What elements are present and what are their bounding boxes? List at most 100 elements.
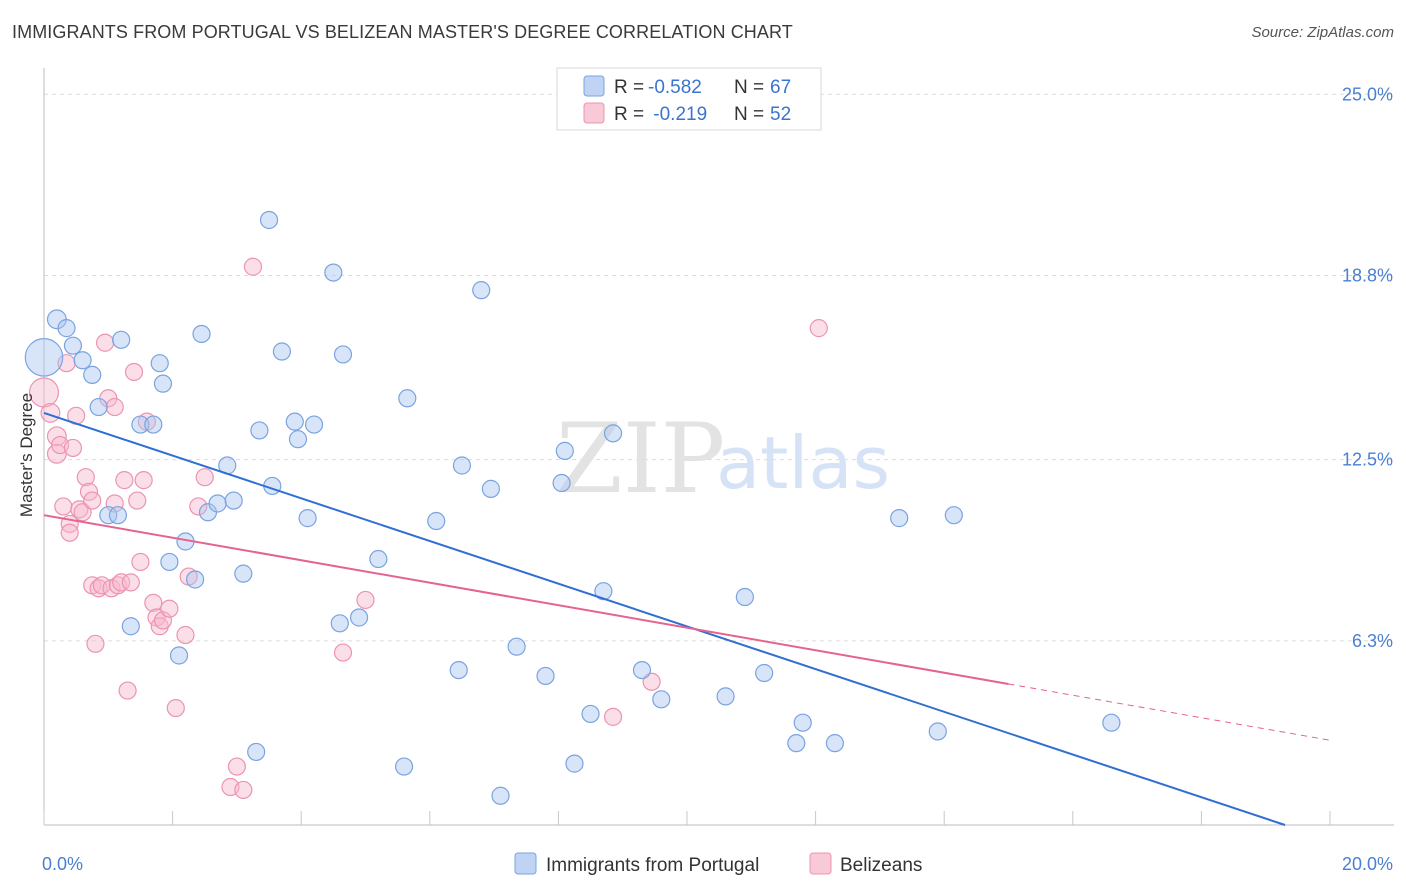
portugal-point	[1102, 713, 1121, 732]
belizean-point	[176, 625, 195, 645]
legend-r-label-1: R =	[614, 77, 644, 98]
portugal-point	[108, 506, 128, 525]
belizean-point	[76, 468, 95, 487]
legend-r-value-1: -0.582	[648, 77, 702, 98]
portugal-points	[24, 210, 1121, 805]
portugal-point	[825, 734, 844, 753]
portugal-point	[324, 263, 343, 282]
portugal-point	[247, 742, 266, 762]
portugal-point	[735, 587, 754, 607]
legend-swatch-pink	[583, 102, 605, 124]
portugal-point	[160, 552, 179, 572]
portugal-point	[298, 509, 317, 528]
legend-n-label-2: N =	[734, 104, 764, 125]
y-tick-label: 6.3%	[1352, 631, 1393, 651]
belizean-point	[134, 471, 153, 490]
x-tick-marks	[43, 811, 1331, 825]
portugal-point	[427, 511, 446, 531]
portugal-point	[169, 646, 189, 665]
belizean-point	[195, 468, 214, 487]
portugal-point	[398, 389, 417, 408]
series-swatch-portugal	[514, 852, 537, 875]
portugal-point	[186, 570, 205, 589]
portugal-point	[89, 397, 108, 417]
portugal-point	[452, 456, 472, 475]
portugal-point	[755, 663, 774, 683]
portugal-point	[481, 479, 500, 498]
belizean-point	[131, 552, 150, 572]
portugal-point	[787, 734, 806, 753]
belizean-point	[86, 634, 105, 653]
belizean-trend-line	[43, 514, 1009, 685]
series-legend: Immigrants from Portugal Belizeans	[514, 852, 922, 876]
portugal-point	[565, 754, 584, 773]
belizean-point	[63, 438, 83, 458]
belizean-point	[83, 491, 102, 510]
portugal-point	[928, 722, 947, 741]
belizean-point	[105, 494, 124, 513]
portugal-point	[944, 506, 963, 525]
portugal-point	[793, 713, 812, 732]
belizean-point	[166, 698, 185, 718]
y-tick-label: 18.8%	[1342, 266, 1393, 286]
x-tick-labels: 0.0% 20.0%	[42, 854, 1393, 874]
portugal-point	[24, 338, 64, 377]
portugal-point	[369, 549, 388, 569]
belizean-point	[121, 573, 140, 592]
belizean-point	[70, 500, 89, 519]
x-tick-label: 20.0%	[1342, 854, 1393, 874]
portugal-point	[581, 704, 600, 724]
belizean-point	[160, 599, 179, 618]
grid-lines	[44, 93, 1394, 642]
belizean-point	[54, 497, 73, 516]
portugal-point	[349, 608, 369, 627]
belizean-point	[189, 497, 208, 516]
portugal-point	[153, 374, 173, 393]
belizean-point	[124, 362, 144, 382]
portugal-point	[272, 342, 292, 361]
portugal-point	[507, 637, 526, 656]
belizean-point	[153, 611, 173, 630]
portugal-point	[890, 509, 909, 528]
portugal-point	[224, 491, 243, 510]
portugal-point	[285, 412, 304, 431]
portugal-point	[192, 324, 211, 344]
belizean-point	[642, 672, 661, 691]
belizean-point	[115, 471, 134, 490]
portugal-point	[716, 687, 735, 706]
regression-lines	[43, 411, 1331, 826]
belizean-point	[243, 257, 263, 276]
watermark-atlas: atlas	[716, 421, 890, 505]
legend-n-value-1: 67	[770, 77, 791, 98]
portugal-point	[208, 494, 227, 513]
portugal-point	[83, 365, 102, 384]
belizean-point	[603, 707, 623, 726]
belizeans-points	[28, 257, 828, 800]
axes	[43, 68, 1394, 826]
belizean-point	[40, 402, 61, 423]
portugal-point	[536, 666, 555, 686]
y-tick-labels: 6.3% 12.5% 18.8% 25.0%	[1342, 84, 1393, 651]
series-swatch-belizeans	[809, 852, 832, 875]
belizean-point	[105, 397, 124, 417]
chart-title: IMMIGRANTS FROM PORTUGAL VS BELIZEAN MAS…	[12, 22, 793, 42]
stats-legend: R = -0.582 N = 67 R = -0.219 N = 52	[556, 67, 822, 131]
belizean-point	[227, 757, 246, 776]
legend-n-label-1: N =	[734, 77, 764, 98]
series-label-belizeans: Belizeans	[840, 855, 922, 876]
portugal-point	[491, 786, 510, 805]
belizean-point	[60, 523, 79, 542]
x-tick-label: 0.0%	[42, 854, 83, 874]
portugal-point	[234, 564, 253, 583]
portugal-point	[330, 614, 349, 633]
portugal-point	[99, 506, 118, 525]
legend-n-value-2: 52	[770, 104, 791, 125]
portugal-point	[555, 441, 574, 460]
belizean-point	[234, 780, 253, 800]
portugal-point	[73, 351, 92, 370]
portugal-point	[150, 354, 169, 373]
y-axis-label: Master's Degree	[17, 393, 36, 517]
y-tick-label: 25.0%	[1342, 84, 1393, 104]
portugal-point	[449, 660, 468, 680]
